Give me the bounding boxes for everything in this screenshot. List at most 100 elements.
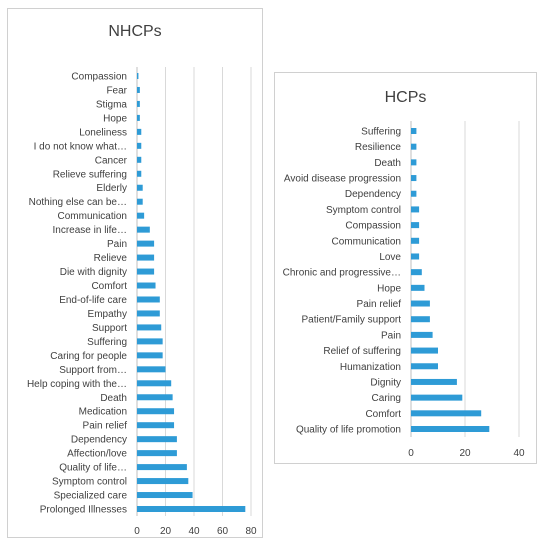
hcps-category-label: Caring (372, 393, 401, 404)
nhcps-category-label: Increase in life… (53, 225, 127, 236)
hcps-bar (411, 253, 420, 260)
nhcps-category-label: Loneliness (79, 127, 127, 138)
hcps-category-label: Communication (332, 236, 401, 247)
nhcps-bar (137, 170, 142, 177)
hcps-bar (411, 222, 420, 229)
hcps-bar (411, 206, 420, 213)
nhcps-x-tick-label: 40 (188, 526, 200, 537)
hcps-category-label: Resilience (355, 142, 402, 153)
nhcps-bar (137, 352, 163, 359)
nhcps-bar-chart: 0 20 40 60 80 Compassion Fear Stigma Hope Lonelin… (27, 67, 257, 537)
nhcps-bar (137, 506, 246, 512)
hcps-bar (411, 394, 463, 401)
nhcps-bar (137, 240, 155, 247)
nhcps-category-label: End-of-life care (59, 295, 127, 306)
nhcps-bar (137, 212, 145, 219)
nhcps-bar (137, 198, 143, 205)
nhcps-bar (137, 282, 156, 289)
hcps-category-label: Patient/Family support (302, 315, 402, 326)
nhcps-category-label: Suffering (87, 337, 127, 348)
hcps-bar-chart: 0 20 40 Suffering Resilience Death Avoid disea… (283, 121, 525, 459)
nhcps-bar (137, 142, 142, 149)
nhcps-bar (137, 128, 142, 135)
nhcps-x-tick-label: 0 (134, 526, 140, 537)
hcps-category-label: Symptom control (326, 205, 401, 216)
nhcps-bar (137, 226, 150, 233)
hcps-category-label: Suffering (361, 127, 401, 138)
nhcps-category-label: Fear (106, 85, 127, 96)
nhcps-bar (137, 86, 140, 93)
nhcps-category-label: Cancer (95, 155, 128, 166)
hcps-category-label: Death (374, 158, 401, 169)
hcps-bar (411, 175, 417, 182)
nhcps-x-tick-label: 80 (245, 526, 257, 537)
nhcps-category-label: Symptom control (52, 477, 127, 488)
hcps-x-tick-label: 0 (408, 448, 414, 459)
hcps-bar (411, 143, 417, 150)
nhcps-category-label: Stigma (96, 99, 128, 110)
hcps-x-tick-label: 40 (513, 448, 525, 459)
nhcps-category-label: Communication (58, 211, 127, 222)
nhcps-chart-title: NHCPs (108, 23, 162, 40)
nhcps-bar (137, 338, 163, 345)
nhcps-bar (137, 156, 142, 163)
nhcps-bar (137, 324, 162, 331)
nhcps-bar (137, 464, 187, 471)
hcps-x-tick-label: 20 (459, 448, 471, 459)
nhcps-category-label: Affection/love (67, 449, 127, 460)
nhcps-bar (137, 184, 143, 191)
hcps-bar (411, 316, 430, 323)
hcps-category-label: Humanization (340, 362, 401, 373)
hcps-bar (411, 128, 417, 134)
nhcps-category-label: Relieve (94, 253, 128, 264)
hcps-bar (411, 347, 438, 354)
hcps-bar (411, 378, 457, 385)
nhcps-bar (137, 450, 177, 457)
nhcps-bar (137, 366, 166, 373)
hcps-category-label: Relief of suffering (323, 346, 401, 357)
nhcps-category-label: Pain (107, 239, 127, 250)
nhcps-category-label: Elderly (96, 183, 127, 194)
hcps-bar (411, 284, 425, 291)
hcps-bar (411, 159, 417, 166)
nhcps-bar (137, 310, 160, 317)
nhcps-category-label: Empathy (88, 309, 127, 320)
hcps-category-label: Hope (377, 283, 401, 294)
hcps-bar (411, 300, 430, 307)
nhcps-bar (137, 100, 140, 107)
nhcps-bar (137, 73, 139, 79)
nhcps-category-label: Hope (103, 113, 127, 124)
nhcps-category-label: Comfort (91, 281, 127, 292)
hcps-bar (411, 363, 438, 370)
nhcps-category-label: Compassion (71, 72, 127, 83)
hcps-bar (411, 410, 482, 417)
nhcps-x-tick-label: 60 (217, 526, 229, 537)
nhcps-category-label: Caring for people (50, 351, 127, 362)
nhcps-bar (137, 268, 155, 275)
hcps-category-label: Love (379, 252, 401, 263)
hcps-chart-title: HCPs (384, 89, 427, 106)
hcps-category-label: Avoid disease progression (284, 174, 401, 185)
nhcps-bar (137, 114, 140, 121)
nhcps-category-label: Death (100, 393, 127, 404)
nhcps-bar (137, 422, 175, 429)
nhcps-category-label: I do not know what… (34, 141, 127, 152)
hcps-bar (411, 426, 490, 432)
nhcps-category-label: Support (92, 323, 127, 334)
nhcps-bar (137, 478, 189, 485)
hcps-bar (411, 190, 417, 197)
nhcps-bar (137, 408, 175, 415)
nhcps-chart-panel: NHCPs 0 20 40 60 80 Compassion Fear Stigma Hope L… (7, 8, 263, 538)
nhcps-category-label: Specialized care (54, 491, 128, 502)
hcps-category-label: Pain (381, 330, 401, 341)
hcps-chart-panel: HCPs 0 20 40 Suffering Resilience Death Avoid … (274, 72, 537, 464)
nhcps-category-label: Quality of life… (59, 463, 127, 474)
nhcps-bar (137, 394, 173, 401)
nhcps-category-label: Nothing else can be… (29, 197, 127, 208)
hcps-bar (411, 237, 420, 244)
nhcps-bar (137, 296, 160, 303)
hcps-category-label: Comfort (365, 409, 401, 420)
nhcps-x-tick-label: 20 (160, 526, 172, 537)
nhcps-bar (137, 380, 172, 387)
hcps-category-label: Dignity (370, 377, 401, 388)
